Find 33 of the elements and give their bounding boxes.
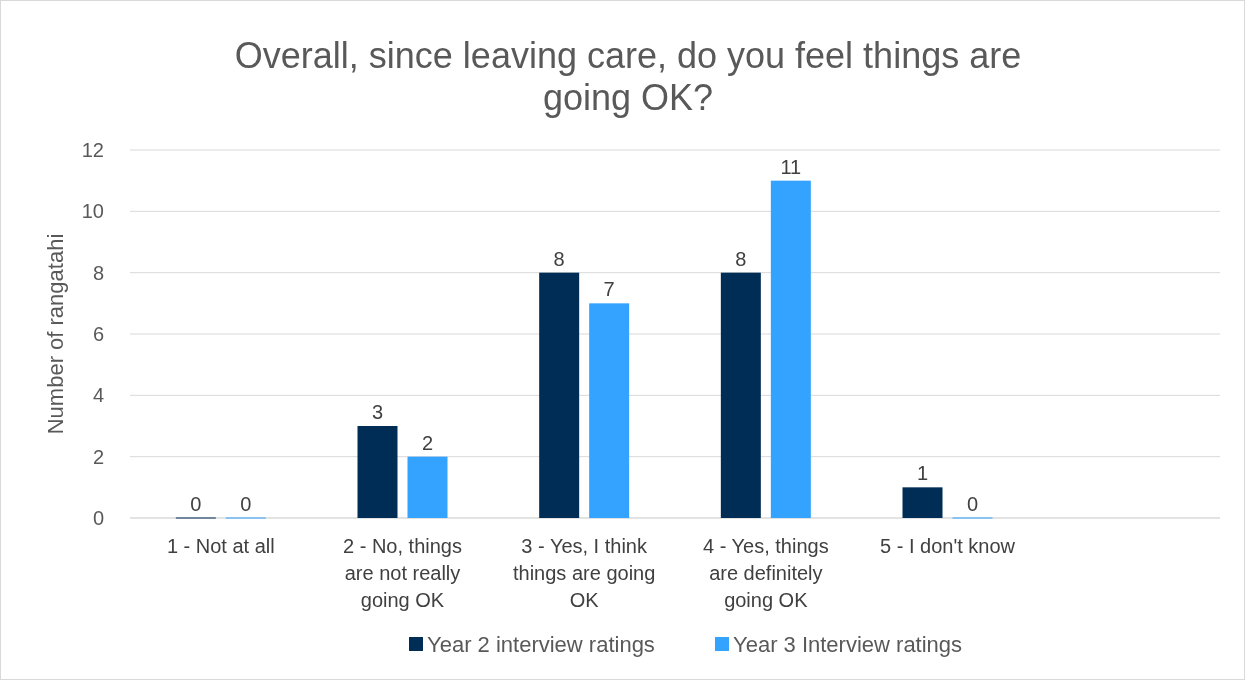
y-tick-label: 8 [92,261,104,284]
data-label: 2 [421,431,434,454]
data-label: 0 [966,493,979,515]
bar [539,272,580,518]
bar [770,180,811,518]
y-tick-label: 2 [92,445,104,468]
data-label: 8 [735,247,747,270]
data-label: 0 [190,493,202,515]
x-tick-label: 4 - Yes, things are definitely going OK [703,535,829,611]
y-axis-title: Number of rangatahi [43,233,68,435]
bar [357,426,398,518]
y-tick-label: 0 [92,507,104,529]
x-tick-label: 3 - Yes, I think things are going OK [513,535,656,611]
bar [589,303,630,518]
bar [902,487,943,518]
data-label: 7 [603,278,615,301]
legend-label: Year 2 interview ratings [427,632,655,657]
chart-title: Overall, since leaving care, do you feel things are going OK? [234,35,1022,118]
y-tick-label: 4 [92,384,104,407]
y-tick-label: 6 [92,323,104,345]
legend-label: Year 3 Interview ratings [733,632,963,657]
data-label: 1 [916,462,929,485]
y-tick-label: 10 [81,200,104,223]
y-tick-label: 12 [81,139,104,161]
x-tick-label: 2 - No, things are not really going OK [343,535,462,611]
bar [720,272,761,518]
data-label: 8 [553,247,565,270]
bar [407,456,448,518]
data-label: 11 [780,155,802,178]
data-label: 3 [371,401,384,423]
x-tick-label: 1 - Not at all [166,535,275,557]
x-tick-label: 5 - I don't know [880,535,1016,557]
data-label: 0 [240,493,252,515]
